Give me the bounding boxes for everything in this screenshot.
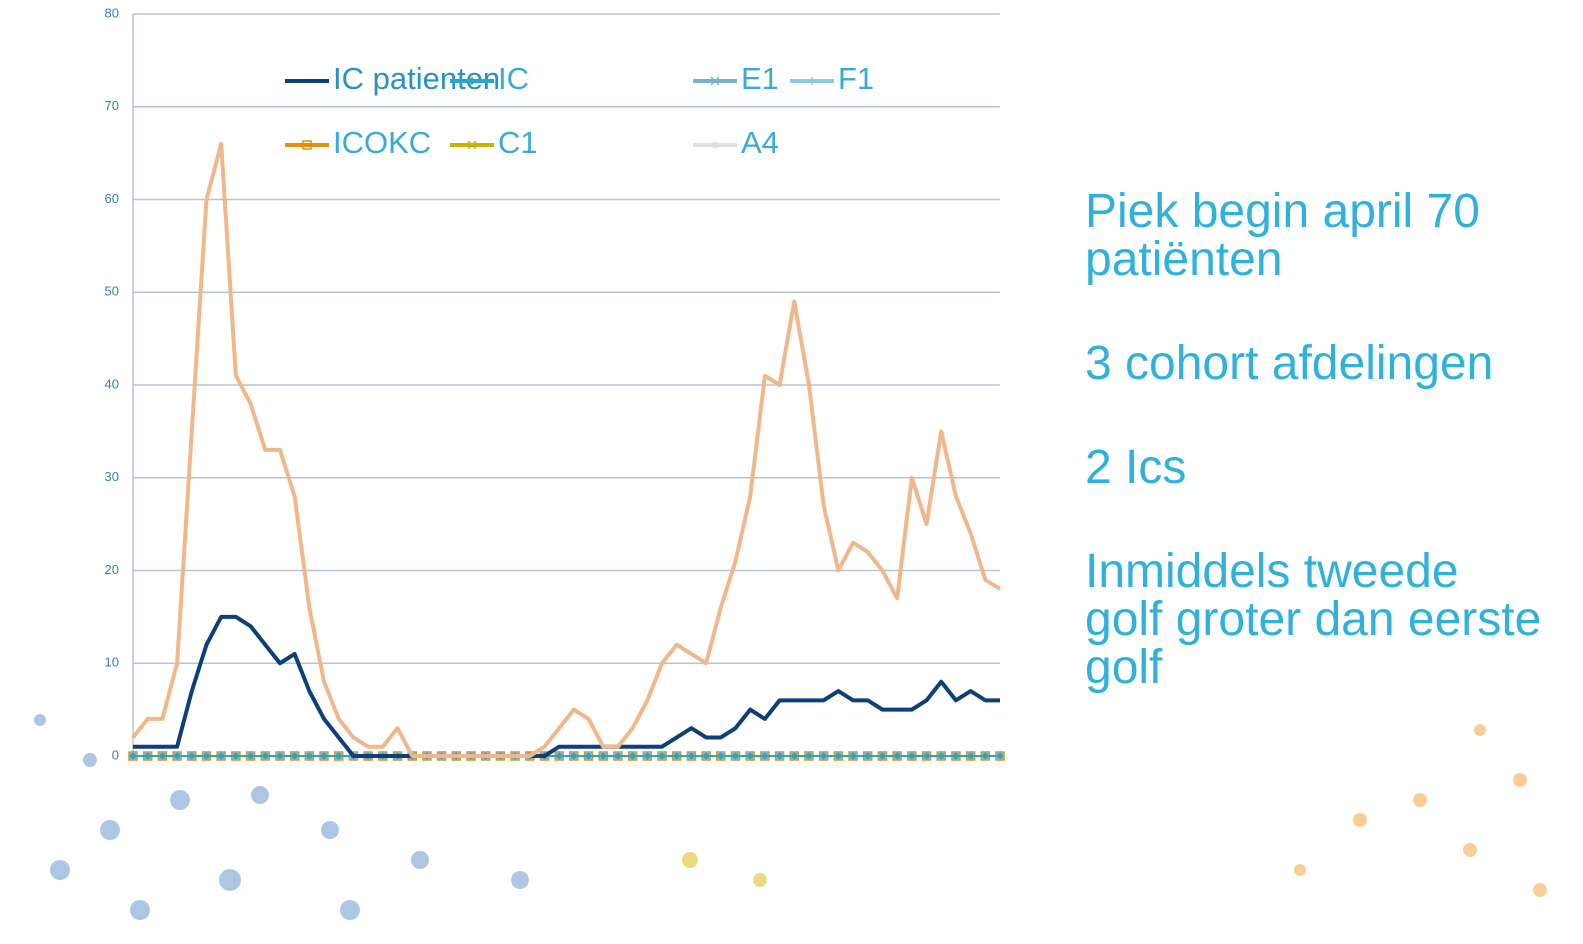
marker	[468, 77, 476, 85]
marker	[658, 752, 667, 760]
y-tick-label: 30	[105, 469, 119, 484]
marker	[246, 752, 255, 760]
series	[131, 141, 1002, 758]
marker	[628, 752, 637, 760]
marker	[334, 752, 343, 760]
marker	[937, 752, 946, 760]
marker	[158, 752, 167, 760]
marker	[217, 752, 226, 760]
y-tick-label: 70	[105, 98, 119, 113]
marker	[893, 752, 902, 760]
legend-item: E1	[693, 61, 779, 96]
marker	[922, 752, 931, 760]
marker	[305, 752, 314, 760]
series	[129, 752, 1004, 760]
legend-item: IC	[450, 61, 529, 96]
marker	[187, 752, 196, 760]
marker	[613, 752, 622, 760]
marker	[584, 752, 593, 760]
annotation: Piek begin april 70 patiënten	[1085, 185, 1480, 286]
legend-label: F1	[838, 61, 874, 96]
series	[133, 614, 1000, 758]
marker	[878, 752, 887, 760]
legend-label: A4	[741, 125, 779, 160]
marker	[951, 752, 960, 760]
marker	[599, 752, 608, 760]
series-line	[131, 141, 1002, 758]
y-tick-label: 60	[105, 191, 119, 206]
y-tick-label: 40	[105, 376, 119, 391]
marker	[849, 752, 858, 760]
marker	[231, 752, 240, 760]
marker	[966, 752, 975, 760]
legend-label: E1	[741, 61, 779, 96]
decoration	[34, 714, 1547, 920]
marker	[710, 76, 720, 86]
y-tick-label: 10	[105, 655, 119, 670]
legend-label: IC	[498, 61, 529, 96]
marker	[702, 752, 711, 760]
marker	[981, 752, 990, 760]
y-tick-label: 20	[105, 562, 119, 577]
y-tick-label: 50	[105, 284, 119, 299]
marker	[290, 752, 299, 760]
marker	[863, 752, 872, 760]
marker	[716, 752, 725, 760]
marker	[834, 752, 843, 760]
marker	[760, 752, 769, 760]
marker	[687, 752, 696, 760]
marker	[143, 752, 152, 760]
marker	[320, 752, 329, 760]
y-tick-label: 80	[105, 5, 119, 20]
series-line	[133, 614, 1000, 758]
legend-item: F1	[790, 61, 874, 96]
y-tick-label: 0	[112, 747, 119, 762]
marker	[808, 77, 816, 85]
legend-item: C1	[450, 125, 538, 160]
marker	[907, 752, 916, 760]
marker	[804, 752, 813, 760]
marker	[746, 752, 755, 760]
marker	[275, 752, 284, 760]
notes: Piek begin april 70 patiënten 3 cohort af…	[1085, 188, 1545, 748]
legend-label: ICOKC	[333, 125, 431, 160]
marker	[467, 140, 477, 150]
marker	[643, 752, 652, 760]
marker	[731, 752, 740, 760]
legend-item: ICOKC	[285, 125, 431, 160]
marker	[261, 752, 270, 760]
marker	[555, 752, 564, 760]
legend-label: C1	[498, 125, 538, 160]
legend-item: A4	[693, 125, 779, 160]
legend-label: IC patienten	[333, 61, 500, 96]
marker	[129, 752, 137, 760]
marker	[672, 752, 681, 760]
marker	[775, 752, 784, 760]
annotation: 3 cohort afdelingen	[1085, 337, 1494, 390]
marker	[819, 752, 828, 760]
marker	[202, 752, 211, 760]
marker	[302, 140, 312, 150]
annotation: Inmiddels tweede golf groter dan eerste …	[1085, 545, 1542, 694]
marker	[569, 752, 578, 760]
marker	[711, 141, 719, 149]
marker	[790, 752, 799, 760]
annotation: 2 Ics	[1085, 441, 1187, 494]
marker	[173, 752, 182, 760]
marker	[996, 752, 1004, 760]
legend-item: IC patienten	[285, 61, 500, 96]
